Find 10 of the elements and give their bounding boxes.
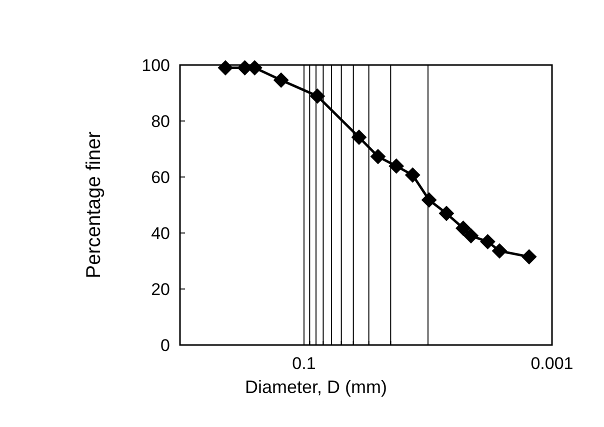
x-tick-label: 0.001 — [530, 354, 574, 373]
y-tick-label: 100 — [142, 56, 170, 75]
y-tick-label: 20 — [151, 280, 170, 299]
y-tick-label: 80 — [151, 112, 170, 131]
y-axis-title: Percentage finer — [83, 131, 105, 278]
y-tick-label: 0 — [160, 336, 170, 355]
y-tick-label: 60 — [151, 168, 170, 187]
y-tick-label: 40 — [151, 224, 170, 243]
x-axis-title: Diameter, D (mm) — [244, 377, 388, 397]
x-tick-label: 0.1 — [292, 354, 316, 373]
